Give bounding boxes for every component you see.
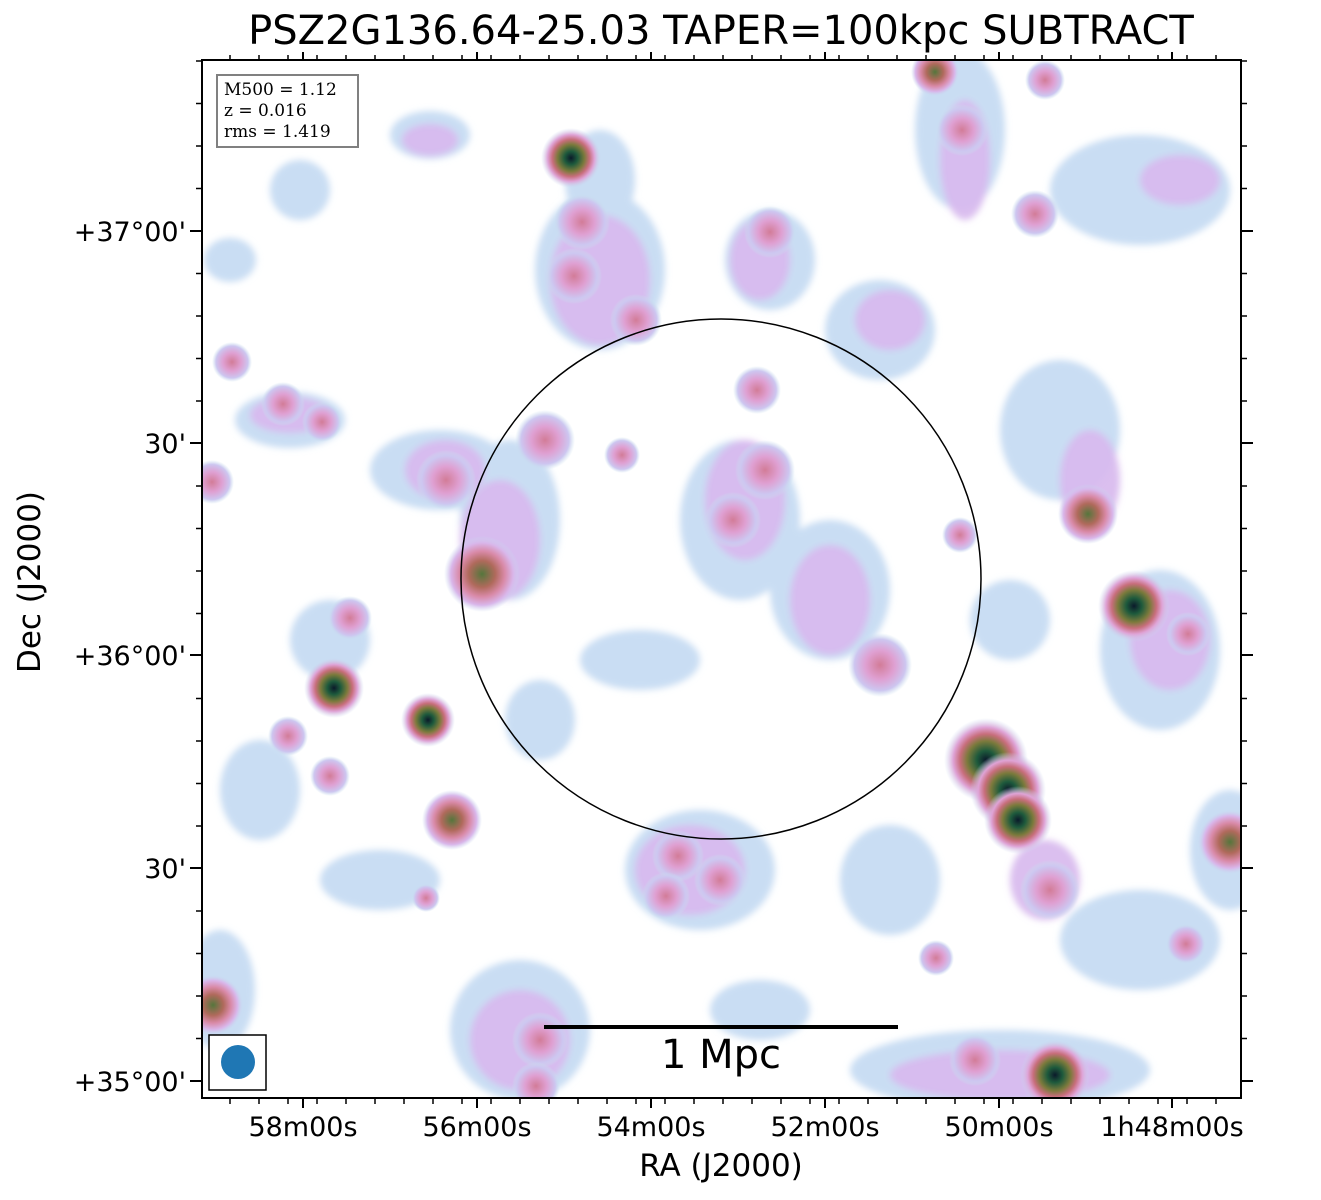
chart-title: PSZ2G136.64-25.03 TAPER=100kpc SUBTRACT (248, 8, 1194, 54)
x-tick-label: 56m00s (422, 1112, 531, 1143)
y-axis-label: Dec (J2000) (12, 490, 48, 674)
beam-box (208, 1034, 267, 1091)
compact-sources (202, 60, 1241, 1098)
scale-bar-label: 1 Mpc (660, 1032, 782, 1078)
x-tick-label: 54m00s (596, 1112, 705, 1143)
x-tick-label: 50m00s (944, 1112, 1053, 1143)
axis-ticks (190, 52, 1253, 1108)
m500-text: M500 = 1.12 (224, 80, 337, 100)
x-axis-label: RA (J2000) (639, 1148, 803, 1184)
x-tick-label: 1h48m00s (1100, 1112, 1243, 1143)
x-tick-label: 58m00s (248, 1112, 357, 1143)
y-tick-label: +35°00' (74, 1067, 186, 1098)
r500-circle (460, 318, 982, 840)
y-tick-label: +37°00' (74, 217, 186, 248)
diffuse-emission (202, 60, 1241, 1098)
axes-frame (201, 59, 1242, 1099)
redshift-text: z = 0.016 (224, 101, 307, 121)
beam-ellipse (221, 1045, 255, 1079)
y-tick-label: +36°00' (74, 641, 186, 672)
y-tick-label: 30' (144, 854, 186, 885)
x-tick-label: 52m00s (770, 1112, 879, 1143)
info-box: M500 = 1.12 z = 0.016 rms = 1.419 (216, 74, 359, 148)
rms-text: rms = 1.419 (224, 122, 331, 142)
tick-labels: 58m00s 56m00s 54m00s 52m00s 50m00s 1h48m00s +3… (74, 217, 1244, 1143)
y-tick-label: 30' (144, 429, 186, 460)
